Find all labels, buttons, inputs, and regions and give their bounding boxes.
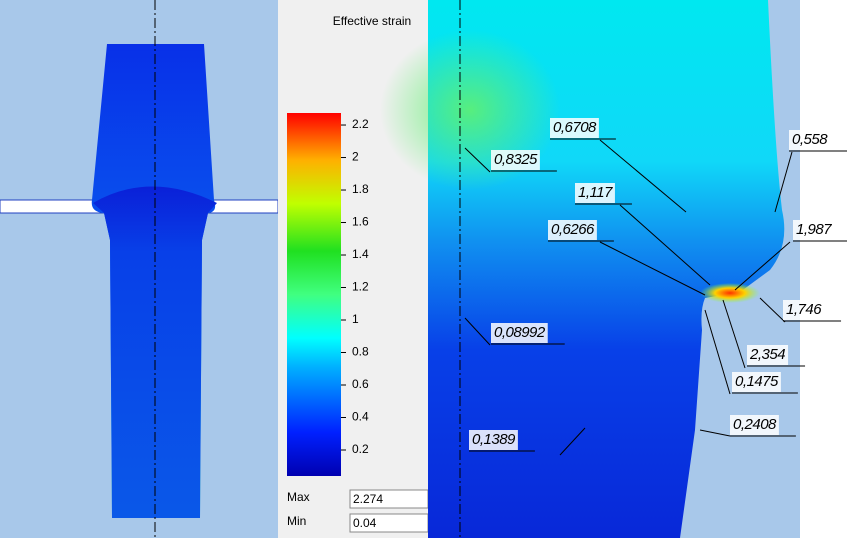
screen: Effective strain 2.2 2 1.8 1.6 1.4 1.2 1 0.8 0.6… xyxy=(0,0,847,538)
tick-label: 0.6 xyxy=(352,377,369,391)
tick-label: 0.8 xyxy=(352,345,369,359)
max-value: 2.274 xyxy=(353,492,383,506)
annotation: 2,354 xyxy=(749,346,785,363)
tick-label: 1.2 xyxy=(352,280,369,294)
right-margin xyxy=(800,0,847,538)
annotation: 0,1389 xyxy=(472,431,516,448)
min-value: 0.04 xyxy=(353,516,377,530)
tick-label: 1.8 xyxy=(352,182,369,196)
tick-label: 1.4 xyxy=(352,247,369,261)
tick-label: 0.2 xyxy=(352,442,369,456)
annotation: 0,08992 xyxy=(494,324,546,341)
colorbar-fill xyxy=(287,113,341,476)
min-label: Min xyxy=(287,514,306,528)
annotation: 1,746 xyxy=(786,301,822,318)
max-label: Max xyxy=(287,490,310,504)
hot-zone xyxy=(700,283,760,303)
page: Effective strain 2.2 2 1.8 1.6 1.4 1.2 1 0.8 0.6… xyxy=(0,0,847,543)
annotation: 1,117 xyxy=(578,184,613,201)
legend-title: Effective strain xyxy=(333,14,411,28)
annotation: 0,1475 xyxy=(735,373,779,390)
annotation: 0,2408 xyxy=(733,416,777,433)
tick-label: 0.4 xyxy=(352,410,369,424)
tick-label: 2 xyxy=(352,150,359,164)
annotation: 0,8325 xyxy=(494,151,538,168)
tick-label: 2.2 xyxy=(352,117,369,131)
tick-label: 1.6 xyxy=(352,215,369,229)
annotation: 0,558 xyxy=(792,131,828,148)
annotation: 0,6266 xyxy=(551,221,595,238)
tick-label: 1 xyxy=(352,312,359,326)
annotation: 1,987 xyxy=(796,221,832,238)
annotation: 0,6708 xyxy=(553,119,597,136)
